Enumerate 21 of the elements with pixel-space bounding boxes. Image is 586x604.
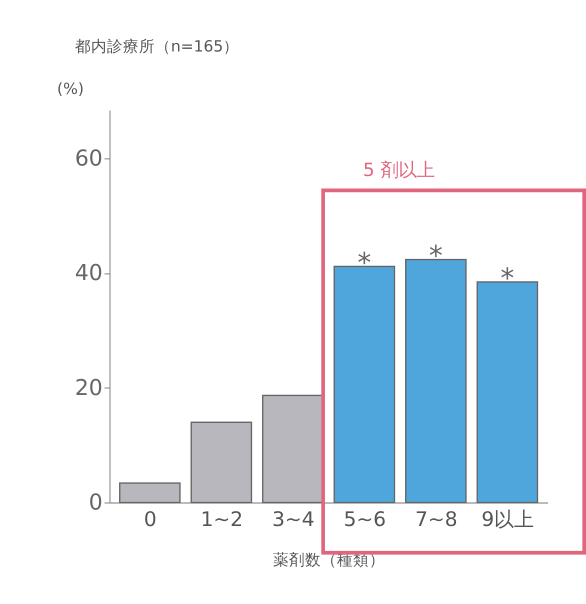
x-tick-label: 3~4 [272,506,314,531]
annotation: * [429,241,443,272]
annotation: * [358,248,372,279]
bar [119,482,181,504]
y-axis-title: (%) [57,80,84,98]
bar [476,281,538,504]
y-tick-label: 20 [74,376,103,401]
x-tick-label: 0 [144,506,157,531]
y-tick-label: 0 [88,490,103,516]
x-tick-label: 1~2 [200,506,243,531]
bar [405,258,467,504]
bar [334,266,396,504]
annotation: 5 剤以上 [362,160,434,181]
bar [190,422,252,504]
x-tick-label: 5~6 [344,506,386,531]
x-tick-label: 7~8 [415,506,458,531]
y-tick-label: 60 [74,146,103,172]
y-tick-label: 40 [74,261,103,286]
x-tick-label: 9以上 [481,506,534,531]
chart-title: 都内診療所（n=165） [74,38,240,56]
annotation: * [500,263,514,294]
